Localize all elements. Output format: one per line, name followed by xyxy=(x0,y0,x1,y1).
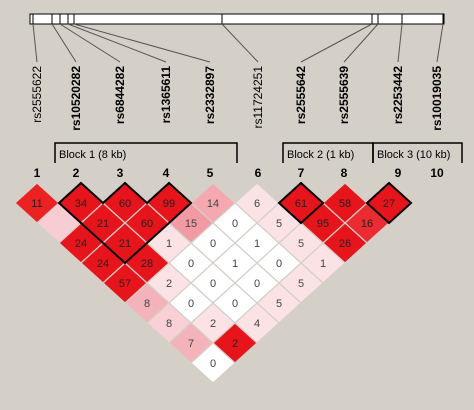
ld-cell: 0 xyxy=(190,342,236,384)
block-header-line xyxy=(372,142,463,163)
ld-cell-value: 2 xyxy=(210,318,216,330)
ld-cell-value: 21 xyxy=(119,238,131,250)
ld-cell-value: 2 xyxy=(166,278,172,290)
snp-position-ticks xyxy=(32,14,444,24)
snp-leader-line xyxy=(300,23,373,63)
snp-leader-line xyxy=(221,23,259,63)
ld-cell-value: 27 xyxy=(383,198,395,210)
ld-cell-value: 0 xyxy=(276,258,282,270)
block-label: Block 2 (1 kb) xyxy=(287,149,354,161)
ld-cell-value: 5 xyxy=(298,238,304,250)
snp-index-labels: 1 2 3 4 5 6 7 8 9 10 xyxy=(34,166,444,180)
ld-cell-value: 0 xyxy=(210,238,216,250)
ld-block-outline xyxy=(365,181,413,225)
ld-cell-value: 61 xyxy=(295,198,307,210)
snp-name-label: rs6844282 xyxy=(113,66,127,124)
ld-cell-value: 6 xyxy=(254,198,260,210)
ld-cell-value: 5 xyxy=(298,278,304,290)
snp-name-label: rs2332897 xyxy=(203,66,217,124)
block-header-line xyxy=(54,142,238,163)
ld-cell-value: 0 xyxy=(188,298,194,310)
snp-name-label: rs2555642 xyxy=(294,66,308,124)
block-outlines xyxy=(57,181,413,265)
ld-cell-value: 60 xyxy=(119,198,131,210)
snp-name-label: rs2253442 xyxy=(391,66,405,124)
ld-cell-value: 8 xyxy=(166,318,172,330)
ld-cell-value: 60 xyxy=(141,218,153,230)
snp-leader-line xyxy=(397,23,403,63)
ld-cell-value: 5 xyxy=(276,298,282,310)
ld-cell-value: 95 xyxy=(317,218,329,230)
ld-cell-value: 5 xyxy=(276,218,282,230)
ld-block-outline xyxy=(57,181,193,265)
ld-block-outline xyxy=(277,181,325,225)
snp-index-label: 8 xyxy=(341,166,348,180)
snp-index-label: 9 xyxy=(395,166,402,180)
ld-cell-value: 0 xyxy=(210,278,216,290)
ld-cell-value: 34 xyxy=(75,198,87,210)
block-label: Block 3 (10 kb) xyxy=(377,149,450,161)
ld-cell-value: 99 xyxy=(163,198,175,210)
snp-index-label: 2 xyxy=(73,166,80,180)
ld-cell-diamond xyxy=(190,342,236,384)
ld-cell-value: 28 xyxy=(141,258,153,270)
snp-index-label: 7 xyxy=(298,166,305,180)
ld-cell-value: 21 xyxy=(97,218,109,230)
snp-name-label: rs1365611 xyxy=(159,66,173,124)
ld-cell-value: 24 xyxy=(97,258,109,270)
ld-cell-value: 14 xyxy=(207,198,219,210)
snp-leader-line xyxy=(436,23,444,63)
ld-cell-value: 0 xyxy=(210,358,216,370)
snp-index-label: 6 xyxy=(255,166,262,180)
ld-cell-value: 26 xyxy=(339,238,351,250)
snp-leader-line xyxy=(67,23,167,63)
ld-cell-value: 1 xyxy=(254,238,260,250)
snp-index-label: 1 xyxy=(34,166,41,180)
snp-leader-line xyxy=(51,23,77,63)
ld-cell-value: 0 xyxy=(232,298,238,310)
ld-cell-value: 16 xyxy=(361,218,373,230)
snp-name-labels: rs2555622 rs10520282 rs6844282 rs1365611 rs2… xyxy=(30,66,444,131)
snp-leader-line xyxy=(73,23,211,63)
snp-leader-line xyxy=(32,23,38,63)
ld-cell-value: 0 xyxy=(188,258,194,270)
ld-cell-value: 1 xyxy=(320,258,326,270)
snp-leader-line xyxy=(59,23,121,63)
ld-cell-value: 58 xyxy=(339,198,351,210)
ld-cell-value: 11 xyxy=(31,198,42,210)
ld-cell-value: 1 xyxy=(166,238,172,250)
ld-cell-value: 24 xyxy=(75,238,87,250)
ld-cell-value: 57 xyxy=(119,278,131,290)
snp-name-label: rs2555622 xyxy=(30,66,44,123)
snp-index-label: 5 xyxy=(207,166,214,180)
ld-cell-value: 0 xyxy=(232,218,238,230)
ld-cell-value: 8 xyxy=(144,298,150,310)
ld-cell-value: 1 xyxy=(232,258,238,270)
snp-index-label: 3 xyxy=(117,166,124,180)
block-label: Block 1 (8 kb) xyxy=(59,149,126,161)
ld-cell-value: 2 xyxy=(232,338,238,350)
snp-name-label: rs10520282 xyxy=(69,66,83,131)
snp-leader-lines xyxy=(32,23,444,63)
snp-leader-line xyxy=(343,23,379,63)
chromosome-track xyxy=(29,13,445,25)
ld-cell-value: 7 xyxy=(188,338,194,350)
snp-name-label: rs2555639 xyxy=(337,66,351,124)
haplotype-blocks: Block 1 (8 kb) Block 2 (1 kb) Block 3 (10 … xyxy=(54,142,463,163)
ld-cell-value: 0 xyxy=(254,278,260,290)
ld-cell-value: 15 xyxy=(185,218,197,230)
snp-name-label: rs11724251 xyxy=(251,66,265,129)
snp-index-label: 4 xyxy=(163,166,170,180)
snp-index-label: 10 xyxy=(430,166,444,180)
ld-cell-value: 4 xyxy=(254,318,260,330)
snp-name-label: rs10019035 xyxy=(430,66,444,131)
